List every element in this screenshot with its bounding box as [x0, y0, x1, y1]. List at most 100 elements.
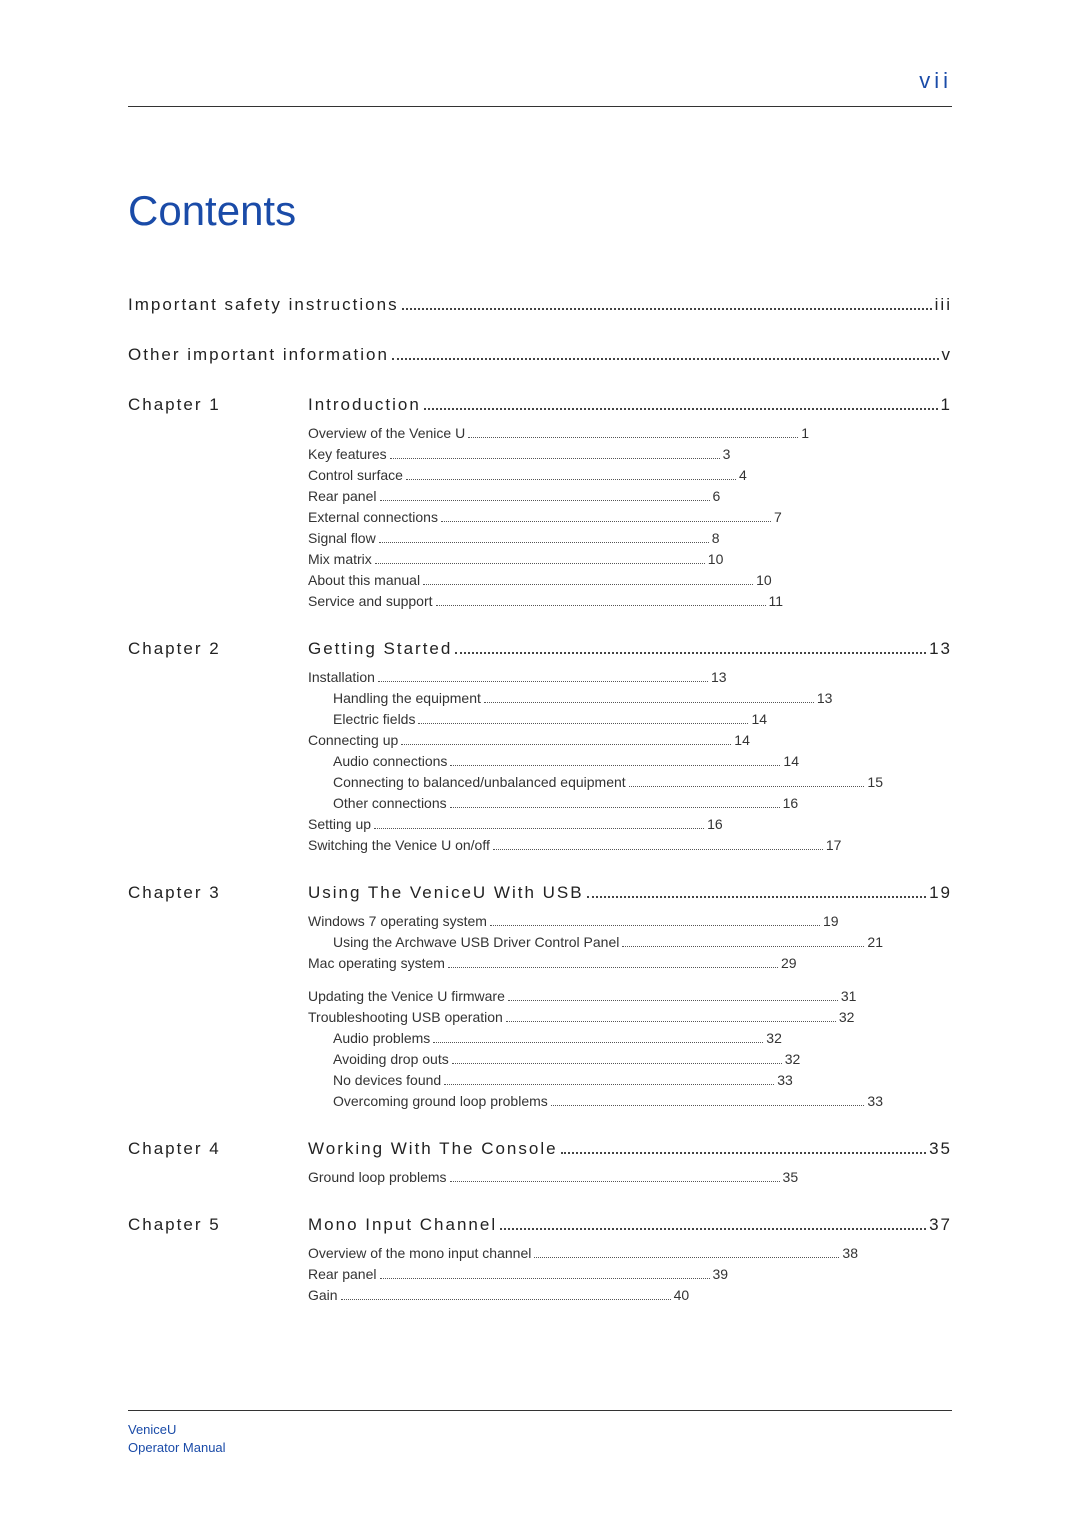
- toc-sub-page[interactable]: 39: [713, 1266, 729, 1282]
- toc-sub-title[interactable]: Windows 7 operating system: [308, 913, 487, 929]
- toc-chapter-label[interactable]: Chapter 3: [128, 883, 308, 903]
- toc-leader: [423, 584, 753, 585]
- toc-sub-page[interactable]: 32: [785, 1051, 801, 1067]
- toc-sub-title[interactable]: Updating the Venice U firmware: [308, 988, 505, 1004]
- toc-sub-title[interactable]: Installation: [308, 669, 375, 685]
- toc-sub-entry: Overcoming ground loop problems 33: [128, 1093, 952, 1109]
- toc-sub-entry: Control surface 4: [128, 467, 952, 483]
- toc-sub-title[interactable]: Setting up: [308, 816, 371, 832]
- toc-chapter-title[interactable]: Using The VeniceU With USB: [308, 883, 584, 903]
- toc-sub-page[interactable]: 29: [781, 955, 797, 971]
- toc-sub-page[interactable]: 19: [823, 913, 839, 929]
- toc-sub-title[interactable]: Handling the equipment: [333, 690, 481, 706]
- toc-sub-page[interactable]: 17: [826, 837, 842, 853]
- toc-sub-title[interactable]: Mac operating system: [308, 955, 445, 971]
- toc-sub-title[interactable]: Rear panel: [308, 1266, 377, 1282]
- toc-leader: [450, 1181, 780, 1182]
- toc-sub-title[interactable]: About this manual: [308, 572, 420, 588]
- toc-sub-title[interactable]: Ground loop problems: [308, 1169, 447, 1185]
- toc-leader: [629, 786, 865, 787]
- toc-sub-title[interactable]: Rear panel: [308, 488, 377, 504]
- toc-sub-page[interactable]: 7: [774, 509, 782, 525]
- toc-sub-page[interactable]: 15: [867, 774, 883, 790]
- toc-chapter-label[interactable]: Chapter 2: [128, 639, 308, 659]
- toc-sub-title[interactable]: Gain: [308, 1287, 338, 1303]
- toc-sub-title[interactable]: Overview of the mono input channel: [308, 1245, 531, 1261]
- toc-sub-page[interactable]: 32: [766, 1030, 782, 1046]
- toc-sub-page[interactable]: 8: [712, 530, 720, 546]
- toc-sub-page[interactable]: 31: [841, 988, 857, 1004]
- toc-chapter-page[interactable]: 13: [929, 639, 952, 659]
- toc-sub-title[interactable]: Key features: [308, 446, 387, 462]
- toc-sub-title[interactable]: Other connections: [333, 795, 447, 811]
- toc-chapter: Chapter 2Getting Started 13 Installation 1…: [128, 639, 952, 853]
- toc-sub-page[interactable]: 33: [777, 1072, 793, 1088]
- toc-sub-title[interactable]: Signal flow: [308, 530, 376, 546]
- toc-chapter-title[interactable]: Introduction: [308, 395, 421, 415]
- toc-entry-title[interactable]: Important safety instructions: [128, 295, 399, 315]
- toc-leader: [450, 807, 780, 808]
- toc-sub-title[interactable]: Overcoming ground loop problems: [333, 1093, 548, 1109]
- toc-chapter-page[interactable]: 35: [929, 1139, 952, 1159]
- toc-sub-page[interactable]: 11: [769, 593, 784, 609]
- toc-sub-page[interactable]: 13: [817, 690, 833, 706]
- toc-sub-page[interactable]: 21: [867, 934, 883, 950]
- toc-sub-title[interactable]: External connections: [308, 509, 438, 525]
- toc-sub-entry: Rear panel 39: [128, 1266, 952, 1282]
- toc-entry-title[interactable]: Other important information: [128, 345, 389, 365]
- toc-chapter-label[interactable]: Chapter 1: [128, 395, 308, 415]
- toc-sub-page[interactable]: 38: [842, 1245, 858, 1261]
- toc-sub-title[interactable]: Control surface: [308, 467, 403, 483]
- toc-sub-title[interactable]: Overview of the Venice U: [308, 425, 465, 441]
- toc-sub-entry: Connecting to balanced/unbalanced equipm…: [128, 774, 952, 790]
- toc-sub-entry: Troubleshooting USB operation 32: [128, 1009, 952, 1025]
- toc-sub-page[interactable]: 35: [783, 1169, 799, 1185]
- toc-sub-title[interactable]: Audio connections: [333, 753, 447, 769]
- toc-chapter-page[interactable]: 1: [941, 395, 952, 415]
- toc-sub-page[interactable]: 33: [867, 1093, 883, 1109]
- toc-leader: [455, 652, 926, 654]
- toc-sub-title[interactable]: Troubleshooting USB operation: [308, 1009, 503, 1025]
- toc-sub-entry: Mix matrix 10: [128, 551, 952, 567]
- toc-sub-page[interactable]: 6: [713, 488, 721, 504]
- toc-chapter-title[interactable]: Getting Started: [308, 639, 452, 659]
- toc-sub-title[interactable]: Electric fields: [333, 711, 415, 727]
- toc-sub-page[interactable]: 14: [734, 732, 750, 748]
- toc-sub-page[interactable]: 40: [674, 1287, 690, 1303]
- toc-sub-page[interactable]: 1: [801, 425, 809, 441]
- page-number: vii: [128, 68, 952, 94]
- toc-sub-page[interactable]: 16: [783, 795, 799, 811]
- toc-sub-page[interactable]: 4: [739, 467, 747, 483]
- toc-chapter-label[interactable]: Chapter 5: [128, 1215, 308, 1235]
- toc-leader: [402, 308, 932, 310]
- toc-sub-page[interactable]: 16: [707, 816, 723, 832]
- toc-sub-page[interactable]: 32: [839, 1009, 855, 1025]
- toc-chapter-label[interactable]: Chapter 4: [128, 1139, 308, 1159]
- toc-sub-title[interactable]: Mix matrix: [308, 551, 372, 567]
- toc-leader: [374, 828, 704, 829]
- toc-sub-title[interactable]: Using the Archwave USB Driver Control Pa…: [333, 934, 619, 950]
- toc-sub-page[interactable]: 14: [751, 711, 767, 727]
- toc-sub-title[interactable]: No devices found: [333, 1072, 441, 1088]
- toc-chapter-title[interactable]: Working With The Console: [308, 1139, 558, 1159]
- toc-chapter-title[interactable]: Mono Input Channel: [308, 1215, 497, 1235]
- toc-chapter-page[interactable]: 37: [929, 1215, 952, 1235]
- toc-sub-page[interactable]: 14: [783, 753, 799, 769]
- toc-entry-page[interactable]: v: [942, 345, 953, 365]
- toc-sub-title[interactable]: Avoiding drop outs: [333, 1051, 449, 1067]
- toc-sub-title[interactable]: Switching the Venice U on/off: [308, 837, 490, 853]
- toc-chapter-page[interactable]: 19: [929, 883, 952, 903]
- toc-entry-page[interactable]: iii: [935, 295, 952, 315]
- toc-sub-page[interactable]: 3: [723, 446, 731, 462]
- toc-sub-title[interactable]: Audio problems: [333, 1030, 430, 1046]
- toc-sub-page[interactable]: 13: [711, 669, 727, 685]
- toc-sub-entry: External connections 7: [128, 509, 952, 525]
- toc-sub-title[interactable]: Connecting to balanced/unbalanced equipm…: [333, 774, 626, 790]
- toc-leader: [534, 1257, 839, 1258]
- toc-leader: [375, 563, 705, 564]
- toc-sub-title[interactable]: Connecting up: [308, 732, 398, 748]
- toc-sub-page[interactable]: 10: [756, 572, 772, 588]
- toc-sub-page[interactable]: 10: [708, 551, 724, 567]
- toc-leader: [341, 1299, 671, 1300]
- toc-sub-title[interactable]: Service and support: [308, 593, 433, 609]
